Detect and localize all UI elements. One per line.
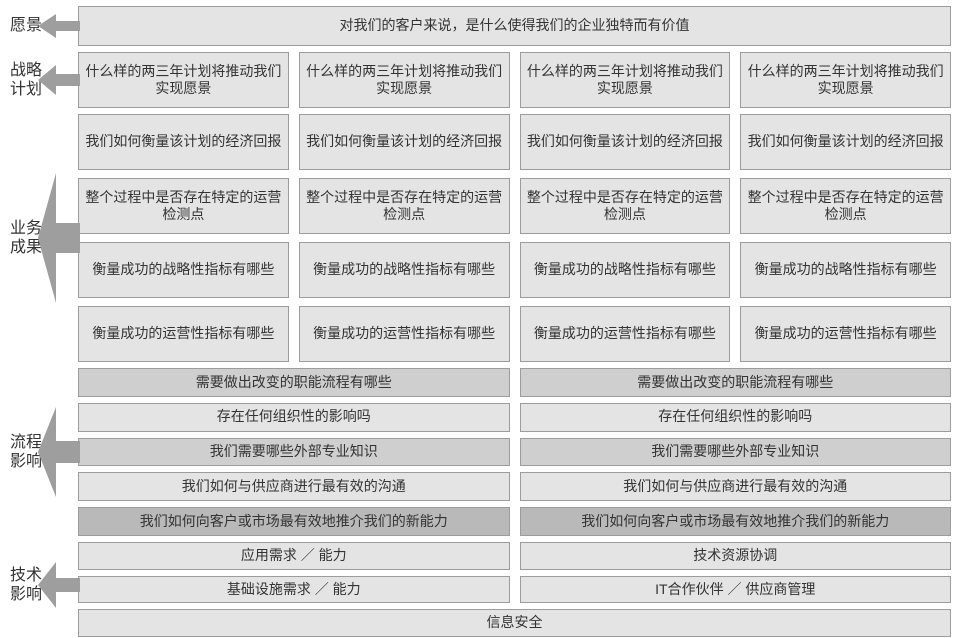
outcome-text: 我们如何衡量该计划的经济回报 (527, 133, 723, 151)
process-row: 需要做出改变的职能流程有哪些 存在任何组织性的影响吗 我们需要哪些外部专业知识 … (78, 368, 951, 536)
outcome-box: 衡量成功的运营性指标有哪些 (299, 306, 510, 362)
label-plan: 战略 计划 (8, 52, 78, 108)
process-text: 存在任何组织性的影响吗 (658, 408, 812, 426)
outcome-text: 衡量成功的运营性指标有哪些 (92, 325, 274, 343)
process-box: 存在任何组织性的影响吗 (520, 403, 952, 432)
outcome-text: 整个过程中是否存在特定的运营检测点 (747, 189, 944, 224)
outcome-text: 衡量成功的战略性指标有哪些 (92, 261, 274, 279)
outcome-text: 我们如何衡量该计划的经济回报 (85, 133, 281, 151)
plan-box-1: 什么样的两三年计划将推动我们实现愿景 (78, 52, 289, 108)
process-text: 我们如何向客户或市场最有效地推介我们的新能力 (581, 513, 889, 531)
plan-row: 什么样的两三年计划将推动我们实现愿景 什么样的两三年计划将推动我们实现愿景 什么… (78, 52, 951, 108)
arrow-process (36, 407, 80, 497)
process-text: 我们需要哪些外部专业知识 (210, 443, 378, 461)
tech-text: IT合作伙伴 ／ 供应商管理 (655, 581, 815, 599)
plan-box-4: 什么样的两三年计划将推动我们实现愿景 (740, 52, 951, 108)
process-text: 我们如何与供应商进行最有效的沟通 (182, 478, 406, 496)
strategy-cascade-diagram: 愿景 战略 计划 业务 成果 流程 影响 技术 影响 (0, 0, 959, 638)
tech-box-apps: 应用需求 ／ 能力 (78, 542, 510, 570)
plan-box-2: 什么样的两三年计划将推动我们实现愿景 (299, 52, 510, 108)
outcome-box: 我们如何衡量该计划的经济回报 (520, 114, 731, 170)
outcome-box: 衡量成功的运营性指标有哪些 (740, 306, 951, 362)
outcomes-col-1: 我们如何衡量该计划的经济回报 整个过程中是否存在特定的运营检测点 衡量成功的战略… (78, 114, 289, 362)
outcome-box: 整个过程中是否存在特定的运营检测点 (740, 178, 951, 234)
process-box: 我们如何与供应商进行最有效的沟通 (78, 472, 510, 501)
tech-text: 基础设施需求 ／ 能力 (227, 581, 361, 599)
outcomes-col-2: 我们如何衡量该计划的经济回报 整个过程中是否存在特定的运营检测点 衡量成功的战略… (299, 114, 510, 362)
outcome-text: 衡量成功的战略性指标有哪些 (755, 261, 937, 279)
outcome-box: 衡量成功的运营性指标有哪些 (520, 306, 731, 362)
tech-box-itpartner: IT合作伙伴 ／ 供应商管理 (520, 576, 952, 604)
outcome-text: 整个过程中是否存在特定的运营检测点 (85, 189, 282, 224)
row-labels-column: 愿景 战略 计划 业务 成果 流程 影响 技术 影响 (8, 6, 78, 632)
vision-row: 对我们的客户来说，是什么使得我们的企业独特而有价值 (78, 6, 951, 46)
outcome-box: 我们如何衡量该计划的经济回报 (299, 114, 510, 170)
content-column: 对我们的客户来说，是什么使得我们的企业独特而有价值 什么样的两三年计划将推动我们… (78, 6, 951, 632)
outcome-box: 衡量成功的战略性指标有哪些 (740, 242, 951, 298)
process-text: 我们如何向客户或市场最有效地推介我们的新能力 (140, 513, 448, 531)
outcome-box: 整个过程中是否存在特定的运营检测点 (520, 178, 731, 234)
arrow-vision (36, 14, 80, 38)
tech-box-resource: 技术资源协调 (520, 542, 952, 570)
outcome-text: 衡量成功的运营性指标有哪些 (534, 325, 716, 343)
label-vision: 愿景 (8, 6, 78, 46)
outcome-text: 衡量成功的运营性指标有哪些 (755, 325, 937, 343)
tech-row: 应用需求 ／ 能力 技术资源协调 基础设施需求 ／ 能力 IT合作伙伴 ／ 供应… (78, 542, 951, 628)
process-box: 我们需要哪些外部专业知识 (520, 438, 952, 467)
process-half-right: 需要做出改变的职能流程有哪些 存在任何组织性的影响吗 我们需要哪些外部专业知识 … (520, 368, 952, 536)
process-box: 我们需要哪些外部专业知识 (78, 438, 510, 467)
outcome-box: 衡量成功的运营性指标有哪些 (78, 306, 289, 362)
process-half-left: 需要做出改变的职能流程有哪些 存在任何组织性的影响吗 我们需要哪些外部专业知识 … (78, 368, 510, 536)
outcome-box: 衡量成功的战略性指标有哪些 (520, 242, 731, 298)
process-text: 我们需要哪些外部专业知识 (651, 443, 819, 461)
outcome-box: 衡量成功的战略性指标有哪些 (78, 242, 289, 298)
label-tech: 技术 影响 (8, 542, 78, 628)
plan-text-1: 什么样的两三年计划将推动我们实现愿景 (85, 63, 282, 98)
outcome-box: 整个过程中是否存在特定的运营检测点 (299, 178, 510, 234)
arrow-tech (36, 562, 80, 608)
outcome-text: 整个过程中是否存在特定的运营检测点 (527, 189, 724, 224)
outcomes-row: 我们如何衡量该计划的经济回报 整个过程中是否存在特定的运营检测点 衡量成功的战略… (78, 114, 951, 362)
vision-text: 对我们的客户来说，是什么使得我们的企业独特而有价值 (340, 17, 690, 35)
process-box: 需要做出改变的职能流程有哪些 (520, 368, 952, 397)
tech-text: 技术资源协调 (693, 547, 777, 565)
tech-text: 信息安全 (487, 614, 543, 632)
outcome-text: 整个过程中是否存在特定的运营检测点 (306, 189, 503, 224)
outcome-text: 衡量成功的运营性指标有哪些 (313, 325, 495, 343)
plan-text-3: 什么样的两三年计划将推动我们实现愿景 (527, 63, 724, 98)
outcome-text: 我们如何衡量该计划的经济回报 (306, 133, 502, 151)
outcome-text: 衡量成功的战略性指标有哪些 (534, 261, 716, 279)
outcome-box: 我们如何衡量该计划的经济回报 (78, 114, 289, 170)
process-box: 存在任何组织性的影响吗 (78, 403, 510, 432)
arrow-plan (36, 65, 80, 95)
tech-text: 应用需求 ／ 能力 (241, 547, 347, 565)
plan-text-2: 什么样的两三年计划将推动我们实现愿景 (306, 63, 503, 98)
process-box: 需要做出改变的职能流程有哪些 (78, 368, 510, 397)
outcome-box: 我们如何衡量该计划的经济回报 (740, 114, 951, 170)
outcomes-col-3: 我们如何衡量该计划的经济回报 整个过程中是否存在特定的运营检测点 衡量成功的战略… (520, 114, 731, 362)
process-box: 我们如何与供应商进行最有效的沟通 (520, 472, 952, 501)
label-outcomes: 业务 成果 (8, 114, 78, 362)
label-process: 流程 影响 (8, 368, 78, 536)
process-box: 我们如何向客户或市场最有效地推介我们的新能力 (520, 507, 952, 536)
process-box: 我们如何向客户或市场最有效地推介我们的新能力 (78, 507, 510, 536)
plan-box-3: 什么样的两三年计划将推动我们实现愿景 (520, 52, 731, 108)
outcome-text: 我们如何衡量该计划的经济回报 (748, 133, 944, 151)
outcome-box: 衡量成功的战略性指标有哪些 (299, 242, 510, 298)
process-text: 需要做出改变的职能流程有哪些 (637, 374, 833, 392)
outcome-text: 衡量成功的战略性指标有哪些 (313, 261, 495, 279)
process-text: 需要做出改变的职能流程有哪些 (196, 374, 392, 392)
tech-box-security: 信息安全 (78, 609, 951, 637)
process-text: 我们如何与供应商进行最有效的沟通 (623, 478, 847, 496)
arrow-outcomes (36, 173, 80, 303)
outcome-box: 整个过程中是否存在特定的运营检测点 (78, 178, 289, 234)
vision-box: 对我们的客户来说，是什么使得我们的企业独特而有价值 (78, 6, 951, 46)
process-text: 存在任何组织性的影响吗 (217, 408, 371, 426)
plan-text-4: 什么样的两三年计划将推动我们实现愿景 (747, 63, 944, 98)
tech-box-infra: 基础设施需求 ／ 能力 (78, 576, 510, 604)
outcomes-col-4: 我们如何衡量该计划的经济回报 整个过程中是否存在特定的运营检测点 衡量成功的战略… (740, 114, 951, 362)
